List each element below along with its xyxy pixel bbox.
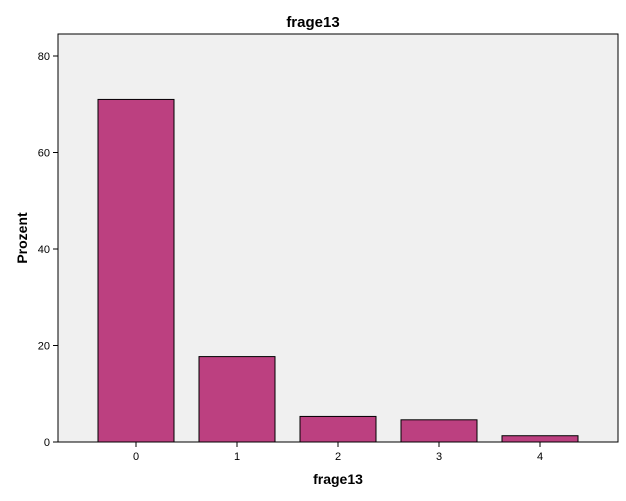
y-tick-label: 0 — [44, 437, 50, 449]
bar-2 — [299, 415, 377, 443]
x-tick-label: 4 — [537, 451, 543, 463]
x-tick-label: 3 — [436, 451, 442, 463]
y-axis: 0 20 40 60 80 — [38, 51, 58, 449]
x-tick-label: 2 — [335, 451, 341, 463]
x-tick-label: 1 — [234, 451, 240, 463]
y-tick-label: 60 — [38, 148, 50, 160]
y-tick-label: 20 — [38, 341, 50, 353]
y-axis-label: Prozent — [14, 212, 30, 264]
x-axis-label: frage13 — [313, 471, 363, 487]
x-tick-label: 0 — [133, 451, 139, 463]
bars — [97, 98, 579, 443]
bar-1 — [198, 356, 276, 443]
bar-0 — [97, 98, 175, 443]
y-tick-label: 80 — [38, 51, 50, 63]
y-tick-label: 40 — [38, 244, 50, 256]
bar-4 — [501, 435, 579, 443]
chart-title: frage13 — [286, 14, 339, 31]
bar-3 — [400, 419, 478, 443]
x-axis: 0 1 2 3 4 — [133, 442, 543, 463]
